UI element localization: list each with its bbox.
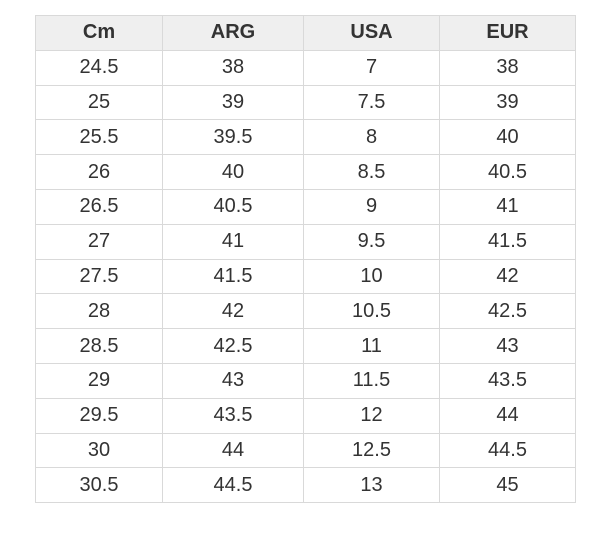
cell-cm: 25 <box>35 84 163 121</box>
cell-cm: 28.5 <box>35 328 163 364</box>
cell-eur: 39 <box>439 84 576 121</box>
table-row: 30.5 44.5 13 45 <box>35 467 576 504</box>
cell-arg: 41.5 <box>162 258 304 295</box>
cell-cm: 25.5 <box>35 119 163 156</box>
cell-arg: 44 <box>162 432 304 469</box>
table-row: 25 39 7.5 39 <box>35 84 576 121</box>
cell-cm: 28 <box>35 293 163 330</box>
header-eur: EUR <box>439 15 576 51</box>
table-header: Cm ARG USA EUR <box>35 15 576 51</box>
cell-arg: 43.5 <box>162 397 304 434</box>
cell-usa: 9.5 <box>303 223 440 260</box>
cell-arg: 40.5 <box>162 188 304 225</box>
table-row: 30 44 12.5 44.5 <box>35 432 576 469</box>
table-row: 29.5 43.5 12 44 <box>35 397 576 434</box>
cell-eur: 44.5 <box>439 432 576 469</box>
cell-cm: 27.5 <box>35 258 163 295</box>
cell-eur: 41 <box>439 188 576 225</box>
cell-eur: 44 <box>439 397 576 434</box>
cell-usa: 9 <box>303 188 440 225</box>
cell-usa: 7.5 <box>303 84 440 121</box>
cell-usa: 11.5 <box>303 362 440 399</box>
cell-eur: 40 <box>439 119 576 156</box>
cell-cm: 26.5 <box>35 188 163 225</box>
table-row: 28 42 10.5 42.5 <box>35 293 576 330</box>
table-row: 27 41 9.5 41.5 <box>35 223 576 260</box>
cell-usa: 10 <box>303 258 440 295</box>
cell-eur: 43.5 <box>439 362 576 399</box>
cell-usa: 11 <box>303 328 440 364</box>
table-row: 25.5 39.5 8 40 <box>35 119 576 156</box>
cell-eur: 42 <box>439 258 576 295</box>
cell-arg: 39.5 <box>162 119 304 156</box>
size-chart: Cm ARG USA EUR 24.5 38 7 38 25 39 7.5 39 25.5 39.… <box>35 15 576 504</box>
table-row: 27.5 41.5 10 42 <box>35 258 576 295</box>
cell-arg: 40 <box>162 154 304 190</box>
cell-cm: 29.5 <box>35 397 163 434</box>
header-row: Cm ARG USA EUR <box>35 15 576 51</box>
cell-cm: 24.5 <box>35 49 163 86</box>
table-body: 24.5 38 7 38 25 39 7.5 39 25.5 39.5 8 40 26 40 8.5 40.5… <box>35 49 576 504</box>
cell-usa: 12 <box>303 397 440 434</box>
header-cm: Cm <box>35 15 163 51</box>
cell-usa: 13 <box>303 467 440 504</box>
header-arg: ARG <box>162 15 304 51</box>
cell-cm: 30.5 <box>35 467 163 504</box>
cell-eur: 43 <box>439 328 576 364</box>
table-row: 26 40 8.5 40.5 <box>35 154 576 190</box>
cell-eur: 41.5 <box>439 223 576 260</box>
cell-cm: 30 <box>35 432 163 469</box>
cell-arg: 42 <box>162 293 304 330</box>
table-row: 28.5 42.5 11 43 <box>35 328 576 364</box>
cell-arg: 39 <box>162 84 304 121</box>
cell-arg: 38 <box>162 49 304 86</box>
cell-arg: 44.5 <box>162 467 304 504</box>
cell-usa: 10.5 <box>303 293 440 330</box>
cell-eur: 38 <box>439 49 576 86</box>
table-row: 26.5 40.5 9 41 <box>35 188 576 225</box>
cell-cm: 26 <box>35 154 163 190</box>
header-usa: USA <box>303 15 440 51</box>
cell-eur: 40.5 <box>439 154 576 190</box>
cell-eur: 45 <box>439 467 576 504</box>
cell-eur: 42.5 <box>439 293 576 330</box>
cell-arg: 42.5 <box>162 328 304 364</box>
cell-arg: 43 <box>162 362 304 399</box>
cell-usa: 12.5 <box>303 432 440 469</box>
size-conversion-table: Cm ARG USA EUR 24.5 38 7 38 25 39 7.5 39 25.5 39.… <box>35 15 576 504</box>
cell-usa: 8.5 <box>303 154 440 190</box>
cell-cm: 29 <box>35 362 163 399</box>
table-row: 24.5 38 7 38 <box>35 49 576 86</box>
cell-cm: 27 <box>35 223 163 260</box>
cell-arg: 41 <box>162 223 304 260</box>
table-row: 29 43 11.5 43.5 <box>35 362 576 399</box>
cell-usa: 8 <box>303 119 440 156</box>
cell-usa: 7 <box>303 49 440 86</box>
